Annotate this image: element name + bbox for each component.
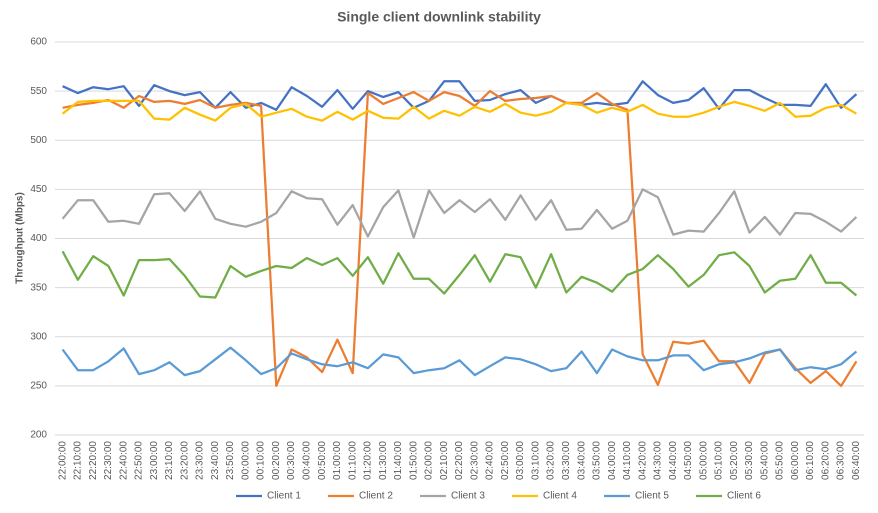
x-tick-label: 02:20:00 [454, 441, 465, 480]
x-tick-label: 04:30:00 [653, 441, 664, 480]
x-tick-label: 01:50:00 [408, 441, 419, 480]
x-tick-label: 05:20:00 [729, 441, 740, 480]
series-line [61, 188, 858, 239]
x-tick-label: 05:50:00 [775, 441, 786, 480]
series-line [61, 346, 858, 377]
x-tick-label: 02:10:00 [439, 441, 450, 480]
x-tick-label: 23:00:00 [149, 441, 160, 480]
series-line [61, 99, 857, 122]
x-tick-label: 03:30:00 [561, 441, 572, 480]
y-tick-label: 600 [30, 37, 47, 48]
series-line [62, 80, 858, 111]
x-tick-label: 01:00:00 [332, 441, 343, 480]
x-tick-label: 06:40:00 [851, 441, 862, 480]
x-tick-label: 02:00:00 [424, 441, 435, 480]
x-tick-label: 02:40:00 [485, 441, 496, 480]
x-tick-label: 22:20:00 [88, 441, 99, 480]
x-tick-label: 03:40:00 [576, 441, 587, 480]
x-tick-label: 00:50:00 [317, 441, 328, 480]
y-tick-label: 400 [30, 233, 47, 244]
x-tick-label: 03:50:00 [592, 441, 603, 480]
x-tick-label: 00:30:00 [286, 441, 297, 480]
x-tick-label: 03:20:00 [546, 441, 557, 480]
x-tick-label: 04:00:00 [607, 441, 618, 480]
x-tick-label: 23:30:00 [195, 441, 206, 480]
chart-title: Single client downlink stability [337, 9, 541, 25]
x-tick-label: 00:40:00 [301, 441, 312, 480]
y-tick-label: 300 [30, 331, 47, 342]
x-tick-label: 22:40:00 [118, 441, 129, 480]
x-tick-label: 04:20:00 [637, 441, 648, 480]
y-tick-label: 350 [30, 282, 47, 293]
x-tick-label: 00:10:00 [256, 441, 267, 480]
x-tick-label: 22:50:00 [134, 441, 145, 480]
x-tick-label: 00:00:00 [240, 441, 251, 480]
x-tick-label: 23:40:00 [210, 441, 221, 480]
x-tick-label: 03:10:00 [530, 441, 541, 480]
x-tick-label: 06:20:00 [820, 441, 831, 480]
x-tick-label: 05:30:00 [744, 441, 755, 480]
x-tick-label: 22:30:00 [103, 441, 114, 480]
x-tick-label: 23:20:00 [179, 441, 190, 480]
x-tick-label: 02:50:00 [500, 441, 511, 480]
x-tick-label: 04:40:00 [668, 441, 679, 480]
x-tick-label: 05:40:00 [759, 441, 770, 480]
legend-label: Client 5 [635, 491, 669, 502]
y-tick-label: 200 [30, 430, 47, 441]
x-tick-label: 06:30:00 [836, 441, 847, 480]
y-tick-label: 500 [30, 135, 47, 146]
x-tick-label: 03:00:00 [515, 441, 526, 480]
x-tick-label: 04:10:00 [622, 441, 633, 480]
x-tick-label: 22:00:00 [57, 441, 68, 480]
legend-label: Client 4 [543, 491, 577, 502]
x-tick-label: 01:20:00 [363, 441, 374, 480]
legend-label: Client 1 [267, 491, 301, 502]
x-tick-label: 23:10:00 [164, 441, 175, 480]
series-line [61, 250, 858, 299]
x-tick-label: 01:30:00 [378, 441, 389, 480]
x-tick-label: 05:00:00 [698, 441, 709, 480]
series-line [62, 89, 858, 388]
x-tick-label: 05:10:00 [714, 441, 725, 480]
legend-label: Client 3 [451, 491, 485, 502]
x-tick-label: 23:50:00 [225, 441, 236, 480]
y-tick-label: 250 [30, 381, 47, 392]
x-tick-label: 06:10:00 [805, 441, 816, 480]
x-tick-label: 01:40:00 [393, 441, 404, 480]
x-tick-label: 04:50:00 [683, 441, 694, 480]
x-tick-label: 22:10:00 [73, 441, 84, 480]
y-tick-label: 450 [30, 184, 47, 195]
x-tick-label: 00:20:00 [271, 441, 282, 480]
x-tick-label: 02:30:00 [469, 441, 480, 480]
legend-label: Client 2 [359, 491, 393, 502]
x-tick-label: 06:00:00 [790, 441, 801, 480]
y-axis-title: Throughput (Mbps) [15, 192, 26, 284]
y-tick-label: 550 [30, 86, 47, 97]
legend-label: Client 6 [727, 491, 761, 502]
x-tick-label: 01:10:00 [347, 441, 358, 480]
